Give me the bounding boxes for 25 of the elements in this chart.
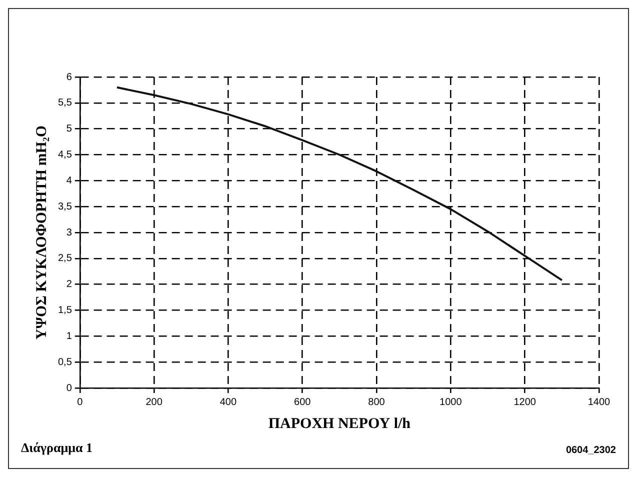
y-tick-label: 2,5 — [58, 253, 72, 264]
y-tick-label: 5 — [66, 124, 72, 135]
text: Διάγραμμα 1 — [21, 440, 92, 456]
y-axis-title: ΥΨΟΣ ΚΥΚΛΟΦΟΡΗΤΗ mH₂O — [34, 125, 50, 340]
x-tick-label: 600 — [294, 396, 312, 408]
y-tick-label: 4 — [66, 175, 72, 186]
x-axis-title: ΠΑΡΟΧΗ ΝΕΡΟΥ l/h — [268, 416, 412, 432]
y-tick-label: 4,5 — [58, 150, 72, 160]
x-tick-label: 800 — [368, 396, 386, 408]
y-tick-label: 6 — [66, 72, 72, 83]
y-tick-label: 3 — [66, 227, 72, 238]
y-tick-label: 1,5 — [58, 305, 72, 316]
y-tick-label: 0 — [66, 382, 72, 394]
x-tick-label: 400 — [220, 396, 237, 408]
x-tick-label: 1000 — [440, 396, 462, 408]
y-tick-label: 0,5 — [58, 356, 72, 368]
x-tick-label: 1400 — [588, 396, 611, 408]
x-tick-label: 200 — [146, 396, 163, 408]
text: 0604_2302 — [566, 445, 616, 456]
x-tick-label: 1200 — [514, 396, 536, 408]
y-tick-label: 1 — [66, 330, 72, 342]
y-tick-label: 3,5 — [58, 201, 72, 212]
y-tick-label: 2 — [66, 279, 72, 290]
y-tick-label: 5,5 — [58, 98, 72, 109]
x-tick-label: 0 — [77, 396, 84, 408]
